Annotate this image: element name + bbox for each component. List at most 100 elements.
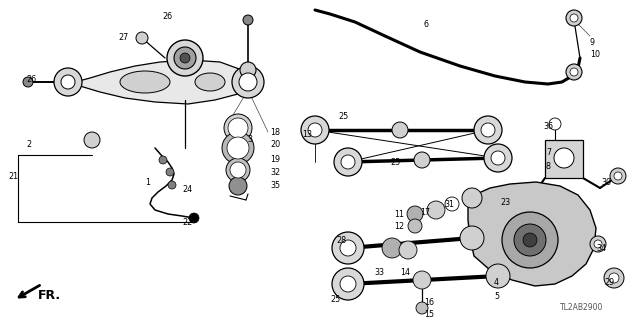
Text: 14: 14 (400, 268, 410, 277)
Text: 15: 15 (424, 310, 434, 319)
Circle shape (427, 201, 445, 219)
Text: 20: 20 (270, 140, 280, 149)
Circle shape (590, 236, 606, 252)
Text: 3: 3 (247, 135, 252, 144)
Text: TL2AB2900: TL2AB2900 (560, 303, 604, 312)
FancyBboxPatch shape (545, 140, 583, 178)
Circle shape (136, 32, 148, 44)
Text: 2: 2 (26, 140, 31, 149)
Text: 28: 28 (336, 236, 346, 245)
Circle shape (222, 132, 254, 164)
Polygon shape (468, 182, 596, 286)
Text: 1: 1 (145, 178, 150, 187)
Circle shape (332, 232, 364, 264)
Circle shape (609, 273, 619, 283)
Circle shape (229, 177, 247, 195)
Circle shape (414, 152, 430, 168)
Circle shape (407, 206, 423, 222)
Circle shape (549, 118, 561, 130)
Circle shape (340, 240, 356, 256)
Circle shape (159, 156, 167, 164)
Circle shape (180, 53, 190, 63)
Circle shape (514, 224, 546, 256)
Circle shape (491, 151, 505, 165)
Circle shape (474, 116, 502, 144)
Text: 23: 23 (500, 198, 510, 207)
Circle shape (604, 268, 624, 288)
Text: 13: 13 (302, 130, 312, 139)
Text: 19: 19 (270, 155, 280, 164)
Text: 5: 5 (494, 292, 499, 301)
Circle shape (413, 271, 431, 289)
Circle shape (566, 64, 582, 80)
Text: 8: 8 (546, 162, 551, 171)
Text: 16: 16 (424, 298, 434, 307)
Circle shape (228, 118, 248, 138)
Circle shape (232, 66, 264, 98)
Text: 29: 29 (604, 278, 614, 287)
Text: 32: 32 (270, 168, 280, 177)
Circle shape (445, 197, 459, 211)
Circle shape (594, 240, 602, 248)
Circle shape (230, 162, 246, 178)
Text: 25: 25 (390, 158, 400, 167)
Circle shape (224, 114, 252, 142)
Circle shape (502, 212, 558, 268)
Text: 6: 6 (424, 20, 429, 29)
Circle shape (226, 158, 250, 182)
Circle shape (227, 137, 249, 159)
Circle shape (301, 116, 329, 144)
Circle shape (340, 276, 356, 292)
Text: 10: 10 (590, 50, 600, 59)
Circle shape (570, 14, 578, 22)
Circle shape (570, 68, 578, 76)
Text: 22: 22 (182, 218, 192, 227)
Ellipse shape (120, 71, 170, 93)
Circle shape (168, 181, 176, 189)
Circle shape (334, 148, 362, 176)
Circle shape (554, 148, 574, 168)
Circle shape (416, 302, 428, 314)
Circle shape (174, 47, 196, 69)
Text: 33: 33 (374, 268, 384, 277)
Text: 31: 31 (444, 200, 454, 209)
Polygon shape (68, 60, 248, 104)
Circle shape (240, 62, 256, 78)
Text: 9: 9 (590, 38, 595, 47)
Text: 25: 25 (338, 112, 348, 121)
Circle shape (460, 226, 484, 250)
Circle shape (614, 172, 622, 180)
Circle shape (408, 219, 422, 233)
Circle shape (610, 168, 626, 184)
Circle shape (566, 10, 582, 26)
Circle shape (243, 15, 253, 25)
Text: 7: 7 (546, 148, 551, 157)
Circle shape (341, 155, 355, 169)
Text: 35: 35 (270, 181, 280, 190)
Text: 24: 24 (182, 185, 192, 194)
Text: 36: 36 (543, 122, 553, 131)
Ellipse shape (195, 73, 225, 91)
Text: 21: 21 (8, 172, 18, 181)
Circle shape (23, 77, 33, 87)
Text: 17: 17 (420, 208, 430, 217)
Circle shape (382, 238, 402, 258)
Text: 18: 18 (270, 128, 280, 137)
Circle shape (189, 213, 199, 223)
Circle shape (399, 241, 417, 259)
Text: 11: 11 (394, 210, 404, 219)
Circle shape (523, 233, 537, 247)
Circle shape (166, 168, 174, 176)
Circle shape (239, 73, 257, 91)
Circle shape (484, 144, 512, 172)
Text: 12: 12 (394, 222, 404, 231)
Text: 26: 26 (162, 12, 172, 21)
Text: 30: 30 (601, 178, 611, 187)
Text: 26: 26 (26, 75, 36, 84)
Circle shape (54, 68, 82, 96)
Text: 34: 34 (596, 244, 606, 253)
Circle shape (392, 122, 408, 138)
Circle shape (332, 268, 364, 300)
Circle shape (308, 123, 322, 137)
Circle shape (462, 188, 482, 208)
